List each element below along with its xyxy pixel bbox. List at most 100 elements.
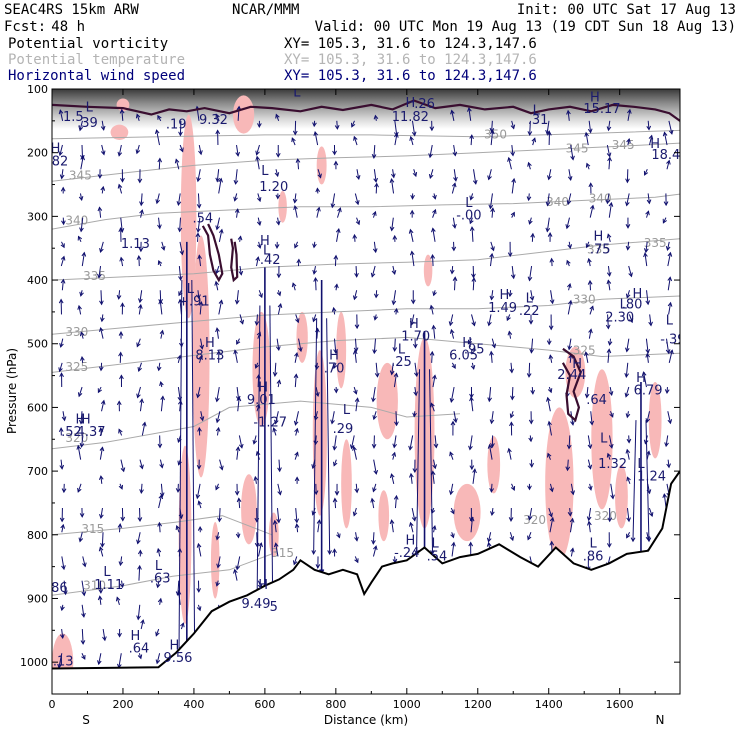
wind-vector-head [448,321,454,327]
extrema-label: 9.01 [247,393,276,408]
theta-contour [52,553,273,596]
wind-vector-head [219,465,224,471]
wind-vector-head [588,328,593,334]
wind-vector-head [408,445,413,451]
wind-vector [472,469,476,484]
wind-vector-head [507,292,513,298]
wind-vector-head [157,114,162,120]
wind-vector [449,452,454,460]
x-tick-label: 1200 [464,698,492,711]
wind-vector-head [352,445,357,451]
wind-vector-head [531,137,537,143]
wind-vector-head [648,512,654,517]
wind-vector-head [217,517,222,523]
wind-vector [509,532,514,541]
wind-vector-head [234,208,240,214]
wind-vector-head [118,561,124,567]
axes-layer: 100 200 300 400 500 600 700 800 900 1000 0 200 400 60… [20,83,680,711]
wind-vector-head [215,581,220,587]
wind-vector [234,193,238,201]
wind-vector [295,428,298,436]
wind-vector-head [408,228,414,234]
wind-vector-head [277,490,282,496]
wind-vector [489,253,493,267]
wind-vector [120,217,123,232]
wind-vector-head [137,517,143,523]
wind-vector-head [159,463,164,469]
wind-vector [156,129,160,146]
wind-vector [569,518,574,533]
wind-vector-head [588,182,594,188]
wind-vector-head [489,487,495,493]
wind-vector-head [79,331,85,337]
wind-vector-head [139,201,144,207]
wind-vector-head [178,291,183,297]
wind-vector-head [332,150,337,156]
wind-vector [585,132,589,146]
wind-vector-head [59,517,65,523]
theta-contour-label: 330 [65,325,88,339]
wind-vector-head [506,316,511,322]
wind-vector [450,329,455,339]
wind-vector-head [196,177,201,183]
wind-vector-head [60,186,66,192]
wind-vector-head [606,348,612,354]
wind-vector-head [292,198,298,204]
center-title: NCAR/MMM [232,2,299,18]
wind-vector [291,137,296,146]
wind-vector-head [315,392,320,398]
wind-vector-head [450,109,455,115]
wind-vector-head [139,209,144,215]
wind-vector [488,386,492,402]
wind-vector-head [587,128,593,134]
wind-vector-head [137,549,143,555]
wind-vector-head [487,397,493,403]
pv-shaded-region [341,439,352,529]
wind-vector-head [317,173,322,179]
wind-vector-head [606,233,612,239]
extrema-label: .31 [528,113,549,128]
wind-vector-head [238,270,244,276]
wind-vector-head [330,203,336,209]
wind-vector [121,109,124,121]
wind-vector-head [275,113,280,119]
wind-vector-head [392,234,398,240]
wind-vector-head [59,464,65,470]
wind-vector [473,169,477,184]
wind-vector-head [118,351,123,357]
wind-vector [608,202,612,218]
wind-vector [99,207,102,218]
wind-vector [177,193,181,206]
wind-vector-head [469,396,474,402]
extrema-label: .52 [61,425,82,440]
wind-vector-head [472,179,478,185]
wind-vector [98,653,102,665]
wind-vector-head [330,419,335,425]
wind-vector-head [665,349,671,355]
wind-vector [569,507,571,516]
wind-vector-head [449,269,455,275]
wind-vector-head [588,485,593,491]
wind-vector-head [216,563,221,569]
wind-vector [312,314,317,322]
wind-vector [333,307,336,315]
wind-vector [429,169,434,179]
wind-vector-head [158,494,164,500]
wind-vector-head [352,349,358,355]
wind-vector [177,355,181,363]
wind-vector [120,459,125,472]
wind-vector-head [255,450,261,456]
wind-vector-head [589,305,594,311]
wind-vector [372,483,377,492]
wind-vector-head [275,152,281,158]
extrema-label: .70 [324,361,345,376]
extrema-label: H [409,317,419,332]
y-tick-label: 600 [27,401,48,414]
wind-vector [371,265,376,277]
wind-vector [429,369,434,554]
extrema-label: H [81,412,91,427]
wind-vector [237,106,240,121]
y-axis-label: Pressure (hPa) [5,348,19,434]
wind-vector-head [159,492,165,498]
wind-vector [510,411,514,418]
